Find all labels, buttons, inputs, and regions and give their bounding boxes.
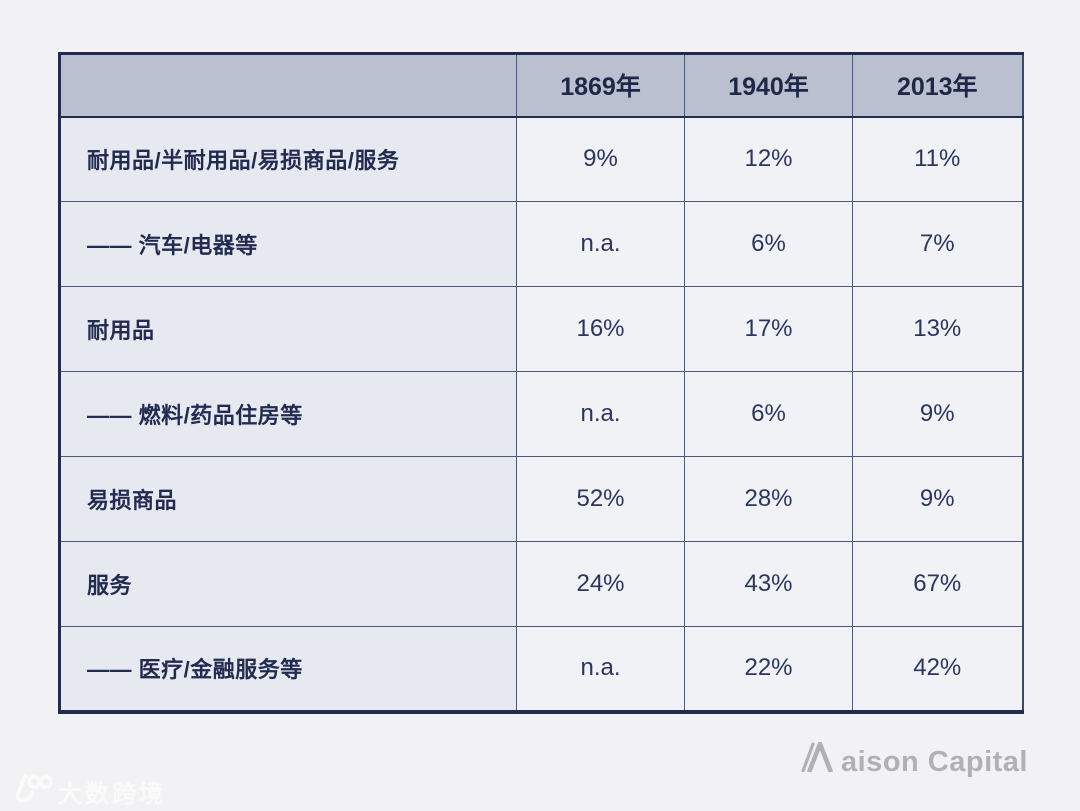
header-row: 1869年 1940年 2013年	[59, 53, 1023, 118]
table-row: 耐用品 16% 17% 13%	[59, 286, 1023, 372]
maison-mountain-m-icon	[801, 737, 839, 777]
header-year-1940: 1940年	[684, 53, 853, 118]
data-table: 1869年 1940年 2013年 耐用品/半耐用品/易损商品/服务 9% 12…	[58, 52, 1024, 714]
value-cell: n.a.	[516, 201, 685, 287]
table-row: 服务 24% 43% 67%	[59, 541, 1023, 627]
value-cell: 22%	[684, 626, 853, 712]
row-label: —— 医疗/金融服务等	[59, 626, 517, 712]
value-cell: n.a.	[516, 371, 685, 457]
row-label: 耐用品/半耐用品/易损商品/服务	[59, 116, 517, 202]
watermark-100-icon	[8, 772, 53, 811]
value-cell: 7%	[852, 201, 1023, 287]
value-cell: 9%	[852, 371, 1023, 457]
value-cell: 24%	[516, 541, 685, 627]
value-cell: 9%	[516, 116, 685, 202]
row-label: —— 燃料/药品住房等	[59, 371, 517, 457]
table-header: 1869年 1940年 2013年	[59, 53, 1023, 118]
value-cell: 52%	[516, 456, 685, 542]
brand-wordmark-text: aison Capital	[841, 746, 1028, 778]
watermark-text: 大数跨境	[58, 781, 166, 808]
value-cell: n.a.	[516, 626, 685, 712]
value-cell: 42%	[852, 626, 1023, 712]
table-body: 耐用品/半耐用品/易损商品/服务 9% 12% 11% —— 汽车/电器等 n.…	[59, 116, 1023, 712]
value-cell: 28%	[684, 456, 853, 542]
consumption-share-table: 1869年 1940年 2013年 耐用品/半耐用品/易损商品/服务 9% 12…	[58, 52, 1024, 714]
value-cell: 11%	[852, 116, 1023, 202]
maison-capital-logo: aison Capital	[801, 737, 1028, 778]
value-cell: 6%	[684, 201, 853, 287]
row-label: 服务	[59, 541, 517, 627]
value-cell: 12%	[684, 116, 853, 202]
header-year-2013: 2013年	[852, 53, 1023, 118]
value-cell: 9%	[852, 456, 1023, 542]
table-row: 易损商品 52% 28% 9%	[59, 456, 1023, 542]
header-corner-cell	[59, 53, 517, 118]
table-row: 耐用品/半耐用品/易损商品/服务 9% 12% 11%	[59, 116, 1023, 202]
table-row: —— 汽车/电器等 n.a. 6% 7%	[59, 201, 1023, 287]
value-cell: 17%	[684, 286, 853, 372]
value-cell: 6%	[684, 371, 853, 457]
table-row: —— 燃料/药品住房等 n.a. 6% 9%	[59, 371, 1023, 457]
header-year-1869: 1869年	[516, 53, 685, 118]
value-cell: 67%	[852, 541, 1023, 627]
value-cell: 16%	[516, 286, 685, 372]
row-label: —— 汽车/电器等	[59, 201, 517, 287]
dashu-kuajing-watermark: 大数跨境	[8, 772, 166, 811]
table-row: —— 医疗/金融服务等 n.a. 22% 42%	[59, 626, 1023, 712]
value-cell: 13%	[852, 286, 1023, 372]
row-label: 耐用品	[59, 286, 517, 372]
row-label: 易损商品	[59, 456, 517, 542]
value-cell: 43%	[684, 541, 853, 627]
